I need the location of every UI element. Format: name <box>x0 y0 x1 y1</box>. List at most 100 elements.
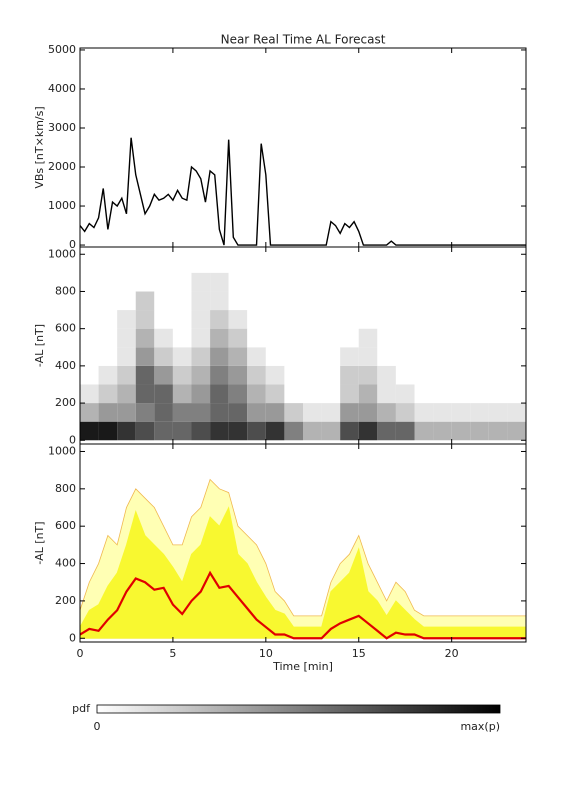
heat-cell <box>135 365 155 385</box>
heat-cell <box>358 272 378 292</box>
heat-cell <box>321 365 341 385</box>
heat-cell <box>191 365 211 385</box>
heat-cell <box>154 328 173 348</box>
y-tick-label: 800 <box>55 284 76 297</box>
heat-cell <box>321 272 341 292</box>
heat-cell <box>321 328 341 348</box>
heat-cell <box>265 272 285 292</box>
heat-cell <box>395 272 415 292</box>
y-tick-label: 400 <box>55 359 76 372</box>
heat-cell <box>98 365 118 385</box>
heat-cell <box>191 328 211 348</box>
heat-cell <box>284 347 303 366</box>
data-line <box>79 137 526 246</box>
heat-cell <box>377 421 396 441</box>
plot-frame <box>79 47 527 248</box>
heat-cell <box>117 403 136 422</box>
heat-cell <box>265 291 285 311</box>
heat-cell <box>135 347 155 366</box>
heat-cell <box>247 328 266 348</box>
heat-cell <box>135 421 155 441</box>
heat-cell <box>470 384 489 404</box>
heat-cell <box>433 291 452 311</box>
heat-cell <box>414 291 434 311</box>
data-area <box>79 506 527 639</box>
heat-cell <box>154 421 173 441</box>
x-tick-label: 15 <box>352 647 366 660</box>
heat-cell <box>303 310 322 329</box>
heat-cell <box>395 365 415 385</box>
heat-cell <box>507 365 526 385</box>
y-tick-label: 0 <box>69 238 76 251</box>
heat-cell <box>98 272 118 292</box>
heat-cell <box>265 328 285 348</box>
heat-cell <box>321 384 341 404</box>
heat-cell <box>284 421 303 441</box>
y-tick-label: 600 <box>55 322 76 335</box>
colorbar-min: 0 <box>94 720 101 733</box>
heat-cell <box>451 421 471 441</box>
heat-cell <box>340 310 359 329</box>
heat-cell <box>284 310 303 329</box>
heat-cell <box>451 291 471 311</box>
x-tick-label: 10 <box>259 647 273 660</box>
colorbar-label: pdf <box>72 702 91 715</box>
heat-cell <box>172 310 192 329</box>
x-axis-label: Time [min] <box>272 660 333 673</box>
heat-cell <box>470 365 489 385</box>
heat-cell <box>117 365 136 385</box>
heat-cell <box>433 347 452 366</box>
heat-cell <box>488 272 508 292</box>
heat-cell <box>228 291 248 311</box>
heat-cell <box>80 291 99 311</box>
heat-cell <box>98 328 118 348</box>
heat-cell <box>172 421 192 441</box>
heat-cell <box>247 384 266 404</box>
heat-cell <box>172 347 192 366</box>
heat-cell <box>228 421 248 441</box>
heat-cell <box>172 384 192 404</box>
heat-cell <box>284 272 303 292</box>
colorbar-max: max(p) <box>460 720 500 733</box>
heat-cell <box>470 291 489 311</box>
heat-cell <box>210 384 229 404</box>
heat-cell <box>507 310 526 329</box>
heat-cell <box>247 272 266 292</box>
heat-cell <box>451 328 471 348</box>
y-tick-label: 200 <box>55 594 76 607</box>
heat-cell <box>284 403 303 422</box>
heat-cell <box>395 403 415 422</box>
heat-cell <box>340 291 359 311</box>
heat-cell <box>488 310 508 329</box>
y-tick-label: 600 <box>55 519 76 532</box>
y-tick-label: 1000 <box>48 199 76 212</box>
heat-cell <box>172 403 192 422</box>
heat-cell <box>228 384 248 404</box>
heat-cell <box>284 365 303 385</box>
heat-cell <box>488 403 508 422</box>
y-tick-label: 3000 <box>48 121 76 134</box>
heat-cell <box>135 291 155 311</box>
x-tick-label: 5 <box>169 647 176 660</box>
heat-cell <box>135 272 155 292</box>
heat-cell <box>154 403 173 422</box>
heat-cell <box>247 347 266 366</box>
heat-cell <box>377 291 396 311</box>
heat-cell <box>340 365 359 385</box>
heat-cell <box>154 365 173 385</box>
heat-cell <box>358 421 378 441</box>
heat-cell <box>247 365 266 385</box>
heat-cell <box>433 272 452 292</box>
heat-cell <box>210 347 229 366</box>
heat-cell <box>433 403 452 422</box>
heat-cell <box>172 328 192 348</box>
heat-cell <box>377 328 396 348</box>
heat-cell <box>433 310 452 329</box>
heat-cell <box>80 384 99 404</box>
heat-cell <box>451 347 471 366</box>
heat-cell <box>377 310 396 329</box>
heat-cell <box>377 403 396 422</box>
heat-cell <box>414 365 434 385</box>
y-tick-label: 400 <box>55 557 76 570</box>
